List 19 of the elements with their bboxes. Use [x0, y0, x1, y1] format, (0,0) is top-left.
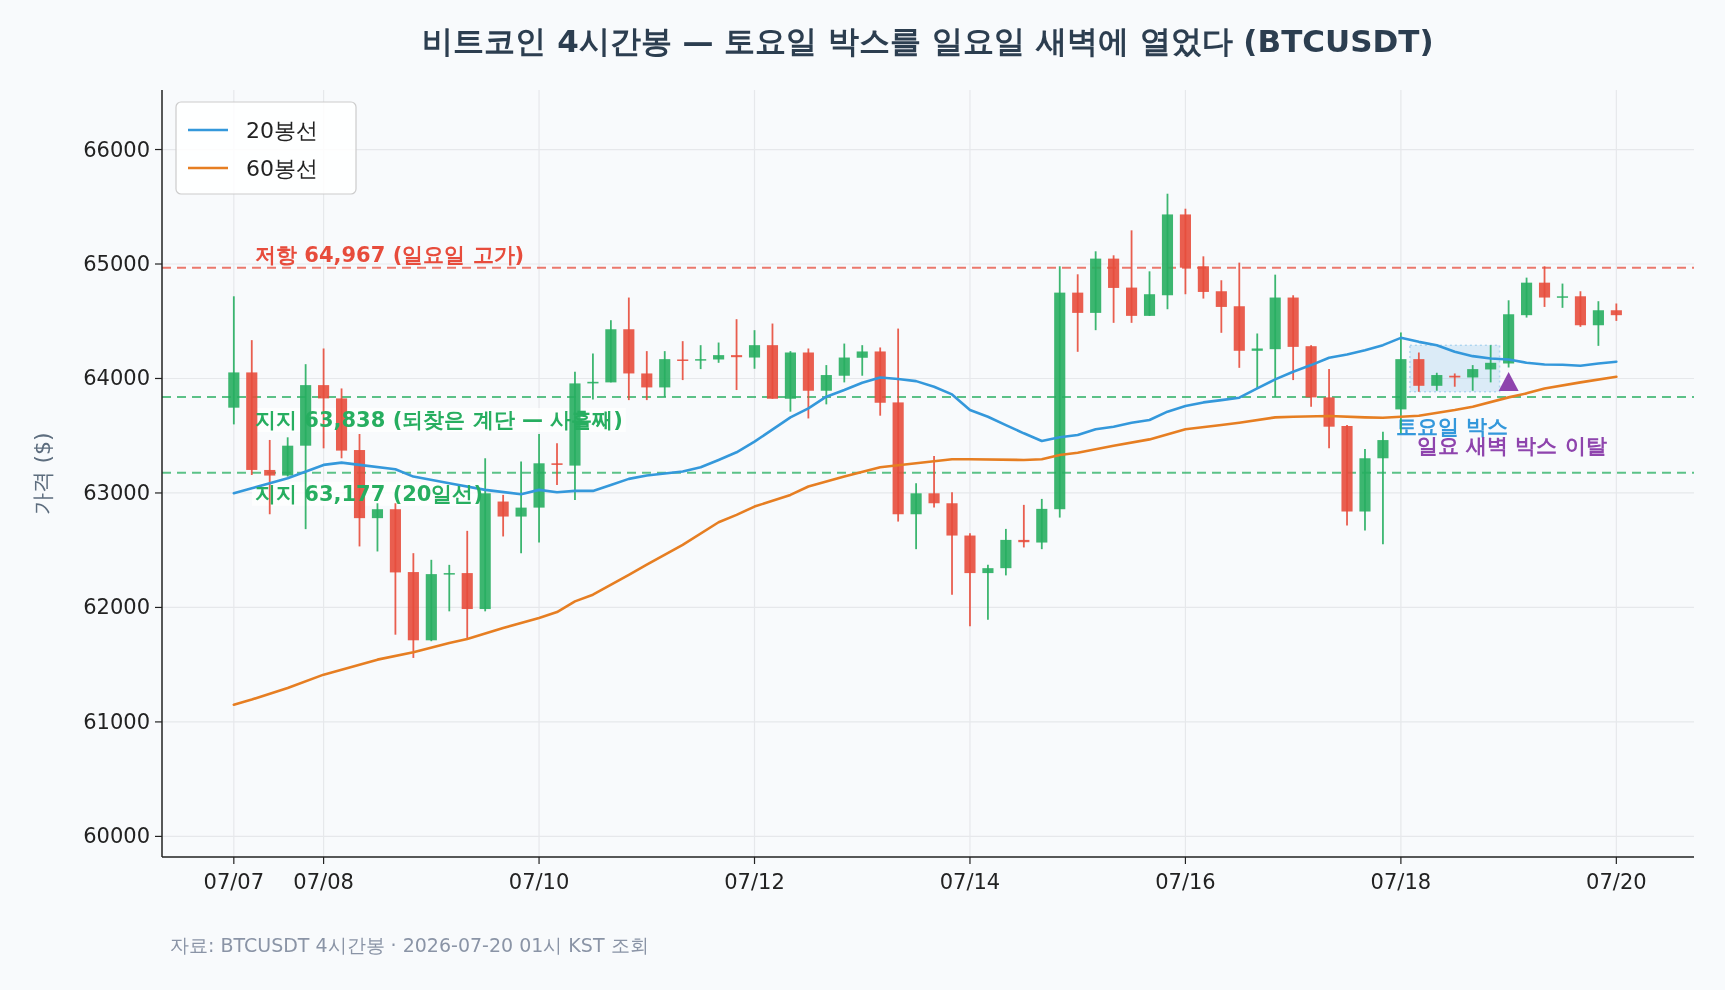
y-tick-label: 61000: [83, 709, 150, 734]
y-tick-label: 60000: [83, 824, 150, 849]
x-tick-label: 07/08: [293, 870, 354, 894]
y-tick-label: 62000: [83, 595, 150, 620]
y-axis-title: 가격 ($): [30, 432, 55, 515]
y-tick-label: 66000: [83, 137, 150, 162]
y-tick-label: 63000: [83, 480, 150, 505]
y-tick-label: 65000: [83, 252, 150, 277]
x-tick-label: 07/07: [203, 870, 265, 894]
y-tick-label: 64000: [83, 366, 150, 391]
x-tick-label: 07/12: [724, 870, 785, 894]
x-tick-label: 07/18: [1370, 870, 1432, 894]
legend-label: 20봉선: [246, 117, 318, 143]
x-tick-label: 07/16: [1155, 870, 1216, 894]
x-tick-label: 07/10: [508, 870, 570, 894]
x-tick-label: 07/14: [939, 870, 1001, 894]
chart-title: 비트코인 4시간봉 — 토요일 박스를 일요일 새벽에 열었다 (BTCUSDT): [422, 23, 1434, 59]
legend-label: 60봉선: [246, 155, 318, 181]
x-tick-label: 07/20: [1586, 870, 1647, 894]
